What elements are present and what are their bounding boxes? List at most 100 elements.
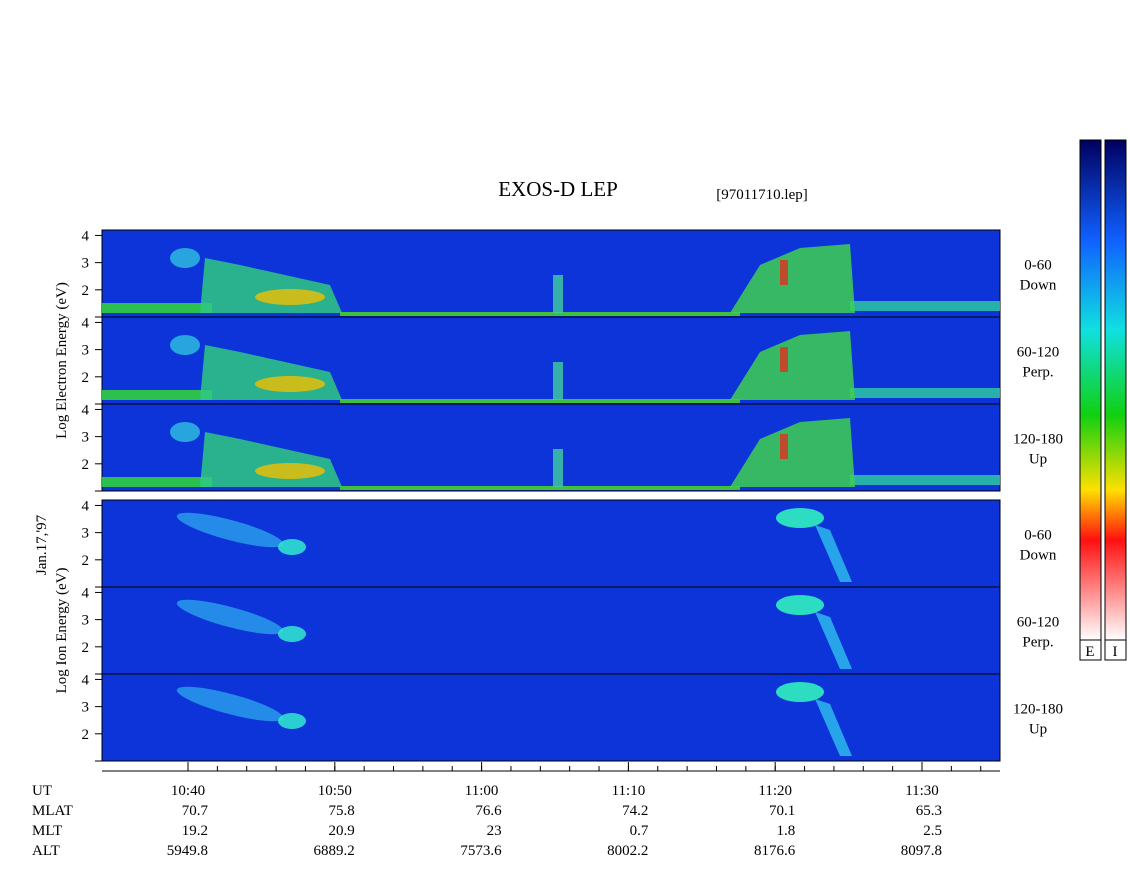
colorbar (1104, 139, 1127, 641)
y-tick-label: 3 (82, 430, 90, 446)
x-axis-label: UT (32, 783, 52, 799)
ephemeris-value: 74.2 (622, 803, 648, 819)
subtitle: [97011710.lep] (716, 187, 808, 203)
spectrum-feature (553, 275, 563, 313)
y-tick-label: 3 (82, 256, 90, 272)
spectrum-feature (255, 376, 325, 392)
ephemeris-value: 2.5 (923, 823, 942, 839)
y-tick-label: 4 (82, 498, 90, 514)
spectrum-feature (255, 289, 325, 305)
spectrum-feature (255, 463, 325, 479)
y-tick-label: 4 (82, 585, 90, 601)
colorbar-box (1079, 639, 1102, 661)
ephemeris-value: 20.9 (329, 823, 355, 839)
panel-label: Perp. (1022, 365, 1053, 381)
panel-background (101, 586, 1001, 675)
spectrum-feature (340, 312, 740, 316)
panel-label: Up (1029, 722, 1047, 738)
y-tick-label: 2 (82, 553, 90, 569)
spectrum-feature (102, 390, 212, 400)
y-tick-label: 2 (82, 640, 90, 656)
spectrum-feature (730, 418, 855, 487)
y-tick-label: 2 (82, 727, 90, 743)
y-tick-label: 3 (82, 700, 90, 716)
spectrum-feature (850, 301, 1000, 311)
spectrum-feature (780, 347, 788, 372)
ephemeris-name: MLAT (32, 803, 73, 819)
x-tick-label: 11:30 (905, 783, 939, 799)
panel (101, 673, 1001, 762)
ephemeris-value: 0.7 (630, 823, 649, 839)
spectrum-feature (102, 303, 212, 313)
y-axis-label: Log Ion Energy (eV) (54, 568, 70, 694)
spectrum-feature (815, 699, 852, 756)
spectrum-feature (278, 713, 306, 729)
spectrum-feature (730, 331, 855, 400)
panel-label: Up (1029, 452, 1047, 468)
y-tick-label: 3 (82, 526, 90, 542)
spectrum-feature (850, 475, 1000, 485)
spectrum-feature (176, 599, 284, 635)
date-label: Jan.17,'97 (34, 514, 50, 575)
spectrum-feature (776, 595, 824, 615)
ephemeris-value: 1.8 (776, 823, 795, 839)
y-tick-label: 4 (82, 672, 90, 688)
spectrum-feature (278, 626, 306, 642)
ephemeris-value: 19.2 (182, 823, 208, 839)
ephemeris-value: 76.6 (475, 803, 502, 819)
panel (101, 586, 1001, 675)
ephemeris-value: 65.3 (916, 803, 942, 819)
panel-background (101, 499, 1001, 588)
panel-label: 60-120 (1017, 615, 1060, 631)
x-tick-label: 10:40 (171, 783, 205, 799)
ephemeris-value: 70.7 (182, 803, 209, 819)
spectrum-feature (170, 422, 200, 442)
panel-label: Down (1020, 548, 1057, 564)
spectrum-feature (340, 486, 740, 490)
y-tick-label: 2 (82, 283, 90, 299)
colorbar-label: E (1085, 644, 1094, 660)
ephemeris-value: 8097.8 (901, 843, 942, 859)
y-tick-label: 3 (82, 343, 90, 359)
spectrum-feature (780, 260, 788, 285)
panel-label: Perp. (1022, 635, 1053, 651)
ephemeris-name: MLT (32, 823, 62, 839)
panel (101, 499, 1001, 588)
colorbar-box (1104, 639, 1127, 661)
spectrum-feature (780, 434, 788, 459)
y-tick-label: 3 (82, 613, 90, 629)
ephemeris-value: 6889.2 (314, 843, 355, 859)
panel (101, 229, 1001, 318)
panel-label: Down (1020, 278, 1057, 294)
spectrum-feature (170, 248, 200, 268)
ephemeris-value: 7573.6 (460, 843, 502, 859)
panel-label: 120-180 (1013, 432, 1063, 448)
panel-label: 120-180 (1013, 702, 1063, 718)
ephemeris-value: 23 (487, 823, 502, 839)
y-tick-label: 2 (82, 370, 90, 386)
spectrum-feature (776, 508, 824, 528)
ephemeris-value: 75.8 (329, 803, 355, 819)
panel (101, 316, 1001, 405)
spectrum-feature (815, 525, 852, 582)
panel-label: 60-120 (1017, 345, 1060, 361)
panel-label: 0-60 (1024, 258, 1052, 274)
ephemeris-value: 8176.6 (754, 843, 796, 859)
spectrum-feature (850, 388, 1000, 398)
y-tick-label: 4 (82, 402, 90, 418)
y-tick-label: 4 (82, 228, 90, 244)
panel-label: 0-60 (1024, 528, 1052, 544)
spectrum-feature (176, 686, 284, 722)
spectrum-feature (170, 335, 200, 355)
spectrum-feature (553, 362, 563, 400)
spectrum-feature (776, 682, 824, 702)
colorbar (1079, 139, 1102, 641)
x-tick-label: 10:50 (318, 783, 352, 799)
ephemeris-value: 5949.8 (167, 843, 208, 859)
y-tick-label: 2 (82, 457, 90, 473)
x-tick-label: 11:10 (612, 783, 646, 799)
ephemeris-name: ALT (32, 843, 60, 859)
x-tick-label: 11:20 (758, 783, 792, 799)
spectrum-feature (176, 512, 284, 548)
